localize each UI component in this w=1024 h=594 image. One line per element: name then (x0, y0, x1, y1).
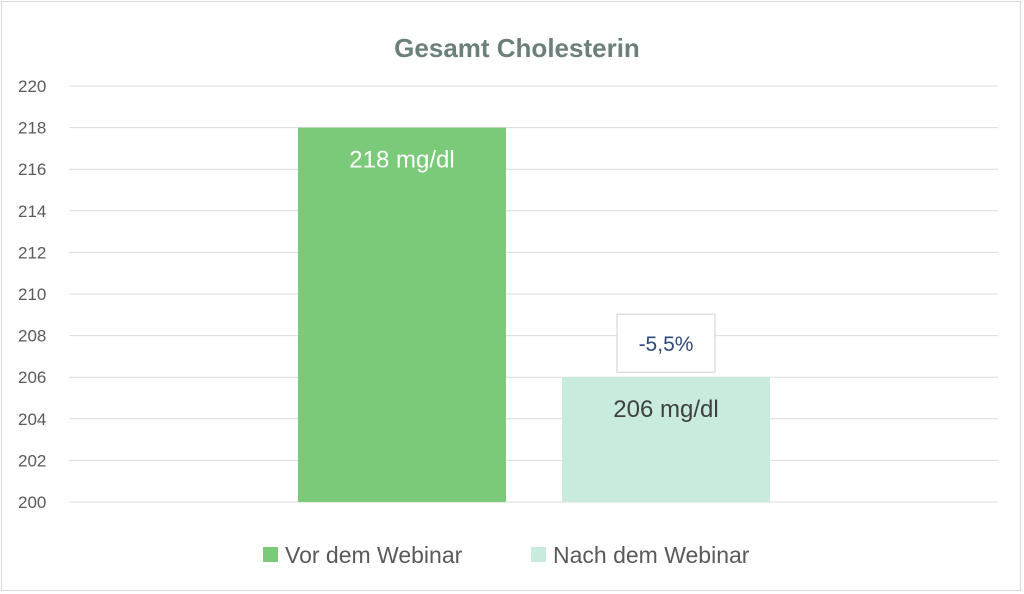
annotation-text: -5,5% (639, 333, 694, 356)
y-tick-label: 212 (18, 243, 46, 262)
legend-label: Vor dem Webinar (285, 542, 463, 568)
legend: Vor dem Webinar Nach dem Webinar (263, 542, 750, 568)
y-tick-label: 210 (18, 285, 46, 304)
y-tick-label: 220 (18, 77, 46, 96)
y-tick-label: 218 (18, 119, 46, 138)
chart-title: Gesamt Cholesterin (394, 33, 640, 63)
y-tick-label: 208 (18, 327, 46, 346)
bar-vor-dem-webinar (298, 127, 506, 502)
bars (298, 127, 770, 502)
bar-data-label: 206 mg/dl (613, 396, 718, 423)
annotation: -5,5% (616, 313, 716, 373)
y-tick-label: 204 (18, 410, 46, 429)
legend-swatch (531, 547, 546, 562)
y-tick-label: 200 (18, 493, 46, 512)
data-labels: 218 mg/dl 206 mg/dl (349, 147, 718, 424)
y-tick-label: 202 (18, 451, 46, 470)
gridlines (69, 85, 998, 503)
legend-swatch (263, 547, 278, 562)
annotation-box (616, 313, 716, 373)
y-axis-tick-labels: 200 202 204 206 208 210 212 214 216 218 220 (18, 77, 46, 512)
y-tick-label: 214 (18, 202, 46, 221)
y-tick-label: 206 (18, 368, 46, 387)
bar-data-label: 218 mg/dl (349, 147, 454, 174)
legend-label: Nach dem Webinar (553, 542, 750, 568)
y-tick-label: 216 (18, 160, 46, 179)
bar-nach-dem-webinar (562, 377, 770, 502)
